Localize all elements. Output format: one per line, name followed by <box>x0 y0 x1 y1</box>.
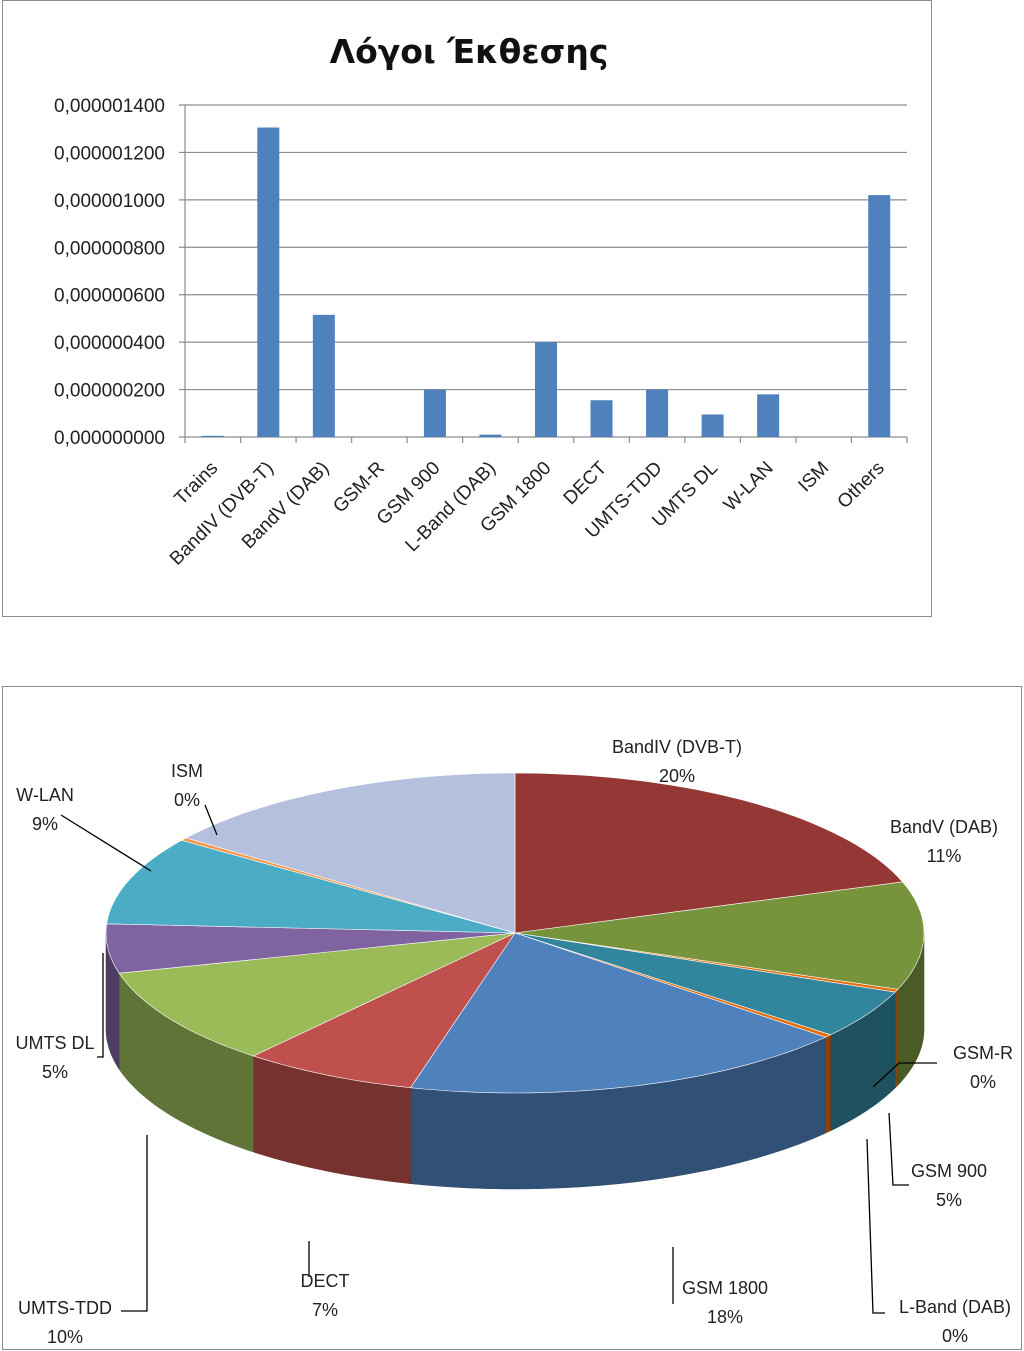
pie-label-name: L-Band (DAB) <box>899 1297 1011 1317</box>
x-tick-label: Trains <box>171 458 223 510</box>
pie-label-percent: 0% <box>174 790 200 810</box>
bar <box>479 434 502 437</box>
pie-label-name: BandIV (DVB-T) <box>612 737 742 757</box>
pie-slice-side <box>825 1034 831 1134</box>
pie-data-labels: BandIV (DVB-T) 20% BandV (DAB) 11% GSM-R 0% GS… <box>15 737 1013 1347</box>
pie-slice <box>252 932 516 1089</box>
bar <box>590 400 613 437</box>
leader-line <box>121 1135 148 1312</box>
x-tick-label: W-LAN <box>720 458 778 516</box>
pie-slice <box>514 772 904 934</box>
bar-series <box>201 127 891 438</box>
bar <box>201 435 224 437</box>
pie-label-name: GSM-R <box>953 1043 1013 1063</box>
pie-label-percent: 20% <box>659 766 695 786</box>
y-tick-label: 0,000000400 <box>54 333 165 354</box>
pie-label-percent: 10% <box>47 1327 83 1347</box>
y-tick-label: 0,000001200 <box>54 143 165 164</box>
y-tick-label: 0,000000200 <box>54 381 165 402</box>
x-tick-label: DECT <box>560 457 612 509</box>
pie-leader-lines <box>60 804 937 1314</box>
chart-title: Λόγοι Έκθεσης <box>330 32 609 71</box>
pie-label-name: GSM 1800 <box>682 1278 768 1298</box>
bar <box>312 314 335 437</box>
x-tick-label: BandIV (DVB-T) <box>166 458 278 570</box>
pie-label-name: DECT <box>301 1271 350 1291</box>
pie-label-percent: 0% <box>942 1326 968 1346</box>
leader-line <box>872 1062 937 1088</box>
pie-slice <box>118 932 516 1057</box>
pie-chart: BandIV (DVB-T) 20% BandV (DAB) 11% GSM-R 0% GS… <box>15 737 1013 1347</box>
pie-chart-panel: BandIV (DVB-T) 20% BandV (DAB) 11% GSM-R 0% GS… <box>2 686 1022 1350</box>
pie-label-percent: 0% <box>970 1072 996 1092</box>
y-tick-label: 0,000001000 <box>54 191 165 212</box>
bar-chart: Λόγοι Έκθεσης 0,0000000000,0000002000,00… <box>54 32 908 570</box>
pie-label-percent: 7% <box>312 1300 338 1320</box>
bar-gridlines <box>179 104 908 443</box>
bar <box>257 127 280 438</box>
pie-slice <box>514 881 925 990</box>
pie-label-percent: 11% <box>927 846 962 866</box>
leader-line <box>888 1112 909 1186</box>
leader-line <box>60 814 152 872</box>
y-tick-label: 0,000000000 <box>54 428 165 449</box>
pie-label-name: ISM <box>171 761 203 781</box>
pie-slice <box>514 932 896 1036</box>
pie-label-percent: 5% <box>42 1062 68 1082</box>
pie-slice <box>185 772 516 934</box>
y-tick-label: 0,000000600 <box>54 286 165 307</box>
bar <box>423 389 446 437</box>
pie-top-slices <box>105 772 925 1094</box>
leader-line <box>204 804 218 836</box>
pie-slice-side <box>894 988 899 1089</box>
pie-label-name: UMTS DL <box>15 1033 94 1053</box>
pie-label-percent: 5% <box>936 1190 962 1210</box>
pie-slice <box>105 923 516 974</box>
pie-slice <box>409 932 827 1094</box>
x-tick-label: ISM <box>794 458 833 497</box>
leader-line <box>866 1138 885 1314</box>
pie-label-name: UMTS-TDD <box>18 1298 112 1318</box>
bar-y-tick-labels: 0,000000000 0,000000200 0,000000400 0,00000… <box>54 96 165 449</box>
bar <box>535 342 557 437</box>
bar <box>646 389 669 437</box>
y-tick-label: 0,000001400 <box>54 96 165 117</box>
pie-side-walls <box>105 933 925 1190</box>
bar <box>757 394 780 437</box>
leader-line <box>97 953 104 1058</box>
x-tick-label: Others <box>834 458 889 513</box>
bar <box>868 195 891 437</box>
pie-label-percent: 18% <box>707 1307 743 1327</box>
y-tick-label: 0,000000800 <box>54 238 165 259</box>
pie-label-percent: 9% <box>32 814 58 834</box>
bar-chart-panel: Λόγοι Έκθεσης 0,000000000 0,000000200 0,00… <box>2 0 932 617</box>
pie-label-name: GSM 900 <box>911 1161 987 1181</box>
pie-label-name: BandV (DAB) <box>890 817 998 837</box>
pie-label-name: W-LAN <box>16 785 74 805</box>
bar <box>701 414 724 437</box>
pie-slice <box>106 839 516 934</box>
